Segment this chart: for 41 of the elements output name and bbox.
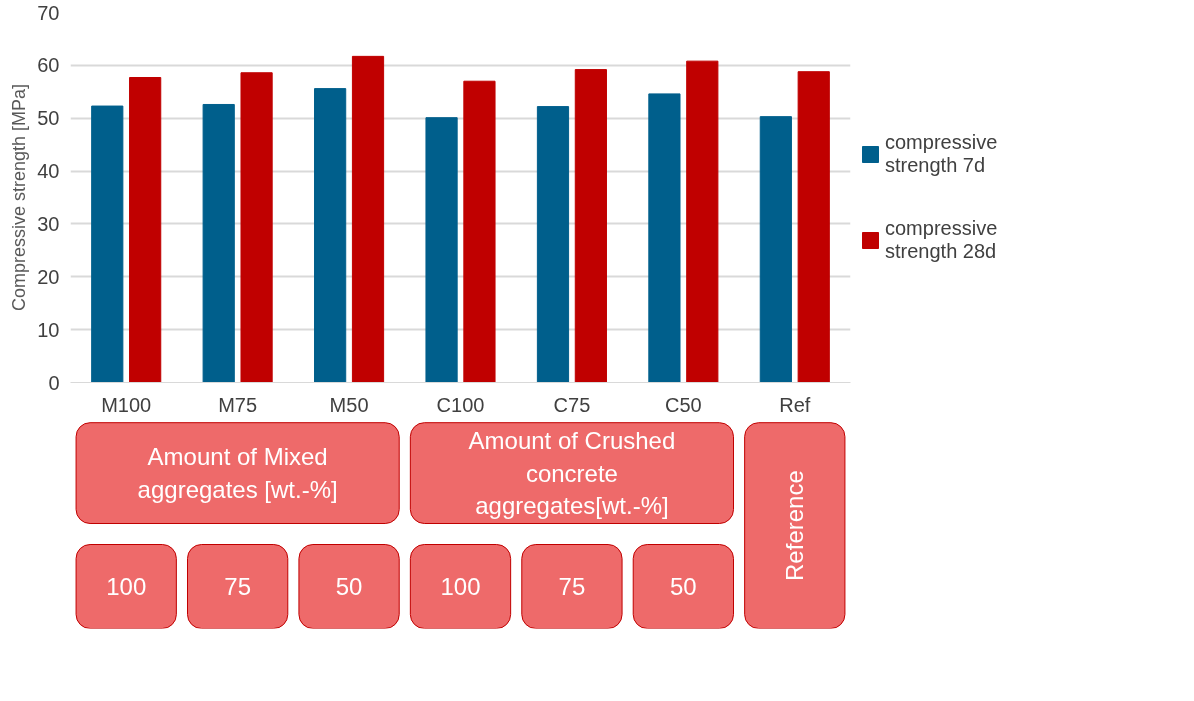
x-tick-label: M50 xyxy=(329,393,369,416)
y-tick-label: 50 xyxy=(37,107,60,130)
text: 50 xyxy=(670,573,697,600)
bar xyxy=(536,106,570,383)
y-tick-label: 60 xyxy=(37,54,60,77)
text: 50 xyxy=(335,573,363,600)
legend-label: compressive strength 7d xyxy=(885,131,998,177)
bar xyxy=(240,72,273,383)
text: Amount of Crushed concrete aggregates[wt.-%] xyxy=(468,427,676,519)
bar xyxy=(91,105,124,383)
bar xyxy=(797,71,830,383)
y-axis-title: Compressive strength [MPa] xyxy=(9,83,30,312)
bar xyxy=(314,88,347,383)
bar xyxy=(351,55,385,383)
legend-label: compressive strength 28d xyxy=(885,217,998,263)
text: Reference xyxy=(781,470,809,581)
text: 75 xyxy=(224,573,251,600)
text: 75 xyxy=(558,573,586,600)
bar xyxy=(463,80,496,383)
text: 100 xyxy=(440,573,481,600)
y-tick-label: 20 xyxy=(37,265,60,288)
bar xyxy=(759,116,792,383)
bar xyxy=(425,117,458,383)
bar xyxy=(686,60,719,383)
x-tick-label: Ref xyxy=(779,393,811,416)
x-tick-label: M75 xyxy=(218,393,258,416)
bar xyxy=(202,103,235,383)
x-tick-label: M100 xyxy=(101,393,152,416)
y-tick-label: 30 xyxy=(37,212,60,235)
x-tick-label: C100 xyxy=(436,393,485,416)
text: 100 xyxy=(106,573,147,600)
y-tick-label: 70 xyxy=(37,1,60,24)
y-tick-label: 10 xyxy=(37,318,60,341)
y-tick-label: 40 xyxy=(37,160,60,183)
x-tick-label: C75 xyxy=(553,393,591,416)
x-tick-label: C50 xyxy=(665,393,702,416)
bar xyxy=(648,93,681,383)
bar xyxy=(574,69,607,383)
y-tick-label: 0 xyxy=(48,371,60,394)
bar xyxy=(129,77,162,383)
text: Amount of Mixed aggregates [wt.-%] xyxy=(137,443,338,503)
